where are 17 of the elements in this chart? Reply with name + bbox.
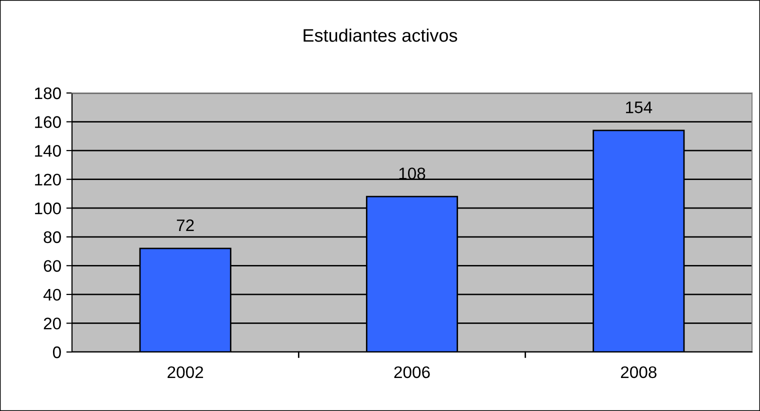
y-tick-label: 100: [35, 202, 61, 214]
y-tick-label: 180: [35, 87, 61, 100]
y-tick-label: 0: [52, 346, 61, 358]
y-tick-label: 160: [35, 116, 61, 128]
y-tick-label: 80: [44, 231, 61, 244]
y-tick-label: 140: [35, 144, 61, 157]
data-label: 72: [176, 219, 194, 232]
chart-title: Estudiantes activos: [304, 28, 458, 42]
data-label: 154: [626, 102, 652, 114]
y-tick-label: 120: [35, 174, 61, 186]
y-tick-label: 40: [43, 288, 61, 301]
x-tick-label: 2002: [168, 366, 204, 378]
y-tick-label: 20: [44, 318, 61, 330]
x-tick-label: 2006: [394, 366, 430, 378]
y-tick-label: 60: [44, 260, 61, 272]
data-label: 108: [399, 168, 426, 180]
x-tick-label: 2008: [620, 366, 656, 378]
